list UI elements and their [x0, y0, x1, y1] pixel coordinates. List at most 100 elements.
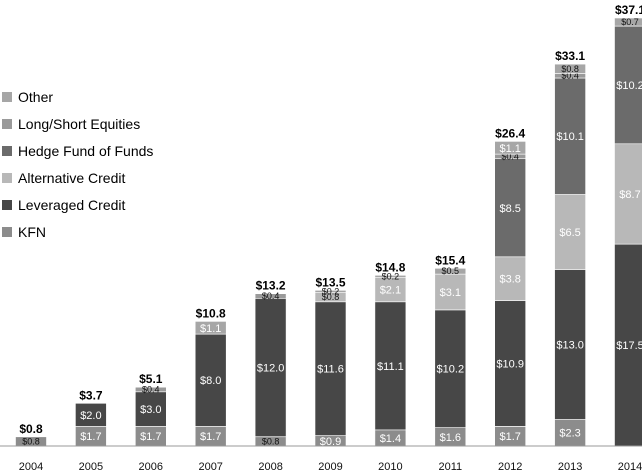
segment-value-label: $0.2 [322, 286, 340, 296]
bar-segment-2010-other [374, 274, 407, 278]
segment-value-label: $10.2 [616, 80, 642, 92]
bar-segment-2010-alternative-credit [374, 277, 407, 303]
x-tick-label: 2006 [139, 461, 163, 473]
x-tick-label: 2008 [258, 461, 282, 473]
bar-segment-2014-hedge-fund-of-funds [614, 25, 642, 145]
bar-total-label: $10.8 [196, 306, 226, 320]
x-axis-ticks: 2004 2005 2006 2007 2008 2009 2010 2011 2012 2013… [19, 461, 642, 473]
segment-value-label: $1.6 [440, 432, 461, 444]
segment-value-label: $8.5 [499, 203, 520, 215]
bar-segment-2010-leveraged-credit [374, 301, 407, 431]
segment-value-label: $3.0 [140, 404, 161, 416]
segment-value-label: $10.9 [496, 359, 524, 371]
legend-label: Long/Short Equities [18, 116, 140, 132]
segment-value-label: $10.1 [556, 131, 584, 143]
legend-label: KFN [18, 224, 46, 240]
bar-segment-2006-long-short-equities [135, 386, 167, 393]
legend-swatch [2, 119, 12, 129]
x-tick-label: 2010 [378, 461, 402, 473]
segment-value-label: $1.7 [499, 431, 520, 443]
segment-value-label: $2.0 [80, 410, 101, 422]
bar-total-label: $13.5 [315, 275, 345, 289]
segment-value-label: $0.7 [621, 17, 639, 27]
bar-segment-2013-other [554, 63, 586, 74]
segment-value-label: $17.5 [616, 340, 642, 352]
segment-value-label: $1.7 [200, 431, 221, 443]
bar-segment-2006-leveraged-credit [135, 391, 167, 427]
segment-value-label: $0.4 [561, 71, 579, 81]
segment-value-label: $0.8 [322, 292, 340, 302]
x-tick-label: 2014 [618, 461, 642, 473]
bar-segment-2009-other [314, 289, 347, 293]
x-tick-label: 2005 [79, 461, 103, 473]
bar-segment-2011-leveraged-credit [434, 309, 467, 428]
bar-segment-2013-alternative-credit [554, 194, 586, 270]
bar-segment-2012-leveraged-credit [494, 300, 527, 427]
x-tick-label: 2009 [318, 461, 342, 473]
bar-segment-2012-other [494, 141, 527, 155]
x-tick-label: 2013 [558, 461, 582, 473]
segment-value-label: $13.0 [556, 340, 584, 352]
bar-segment-2014-other [614, 17, 642, 27]
segment-value-label: $8.0 [200, 375, 221, 387]
bar-segment-2013-hedge-fund-of-funds [554, 77, 586, 195]
legend-swatch [2, 227, 12, 237]
bar-segment-2007-leveraged-credit [194, 333, 227, 427]
bar-segment-2009-leveraged-credit [314, 301, 347, 436]
segment-value-label: $2.1 [380, 285, 401, 297]
segment-value-label: $0.9 [320, 436, 341, 448]
segment-value-label: $12.0 [257, 363, 285, 375]
bar-segment-2011-other [434, 267, 467, 275]
segment-value-label: $0.8 [22, 436, 40, 446]
bar-total-label: $14.8 [375, 260, 405, 274]
segment-value-label: $0.8 [561, 64, 579, 74]
legend-label: Other [18, 89, 53, 105]
segment-value-label: $8.7 [619, 189, 640, 201]
legend-swatch [2, 200, 12, 210]
bar-segment-2007-other [194, 321, 227, 335]
bar-total-label: $5.1 [139, 372, 163, 386]
x-tick-label: 2004 [19, 461, 43, 473]
legend-swatch [2, 146, 12, 156]
segment-value-label: $1.1 [200, 323, 221, 335]
bar-segment-2008-long-short-equities [254, 293, 287, 299]
legend-label: Alternative Credit [18, 170, 125, 186]
bar-total-label: $3.7 [79, 388, 103, 402]
segment-value-label: $0.4 [142, 385, 160, 395]
bar-total-label: $37.1 [615, 3, 642, 17]
x-tick-label: 2012 [498, 461, 522, 473]
segment-value-label: $10.2 [437, 364, 465, 376]
segment-value-label: $1.7 [80, 431, 101, 443]
segment-value-label: $3.8 [499, 274, 520, 286]
segment-value-label: $11.1 [377, 361, 404, 373]
bar-total-label: $13.2 [256, 279, 286, 293]
legend-swatch [2, 173, 12, 183]
chart-bars: $0.8$0.8$1.7$2.0$3.7$1.7$3.0$0.4$5.1$1.7… [15, 3, 642, 448]
segment-value-label: $2.3 [559, 428, 580, 440]
bar-total-label: $0.8 [19, 422, 43, 436]
legend-label: Leveraged Credit [18, 197, 126, 213]
bar-total-label: $15.4 [435, 253, 465, 267]
x-tick-label: 2007 [198, 461, 222, 473]
legend-swatch [2, 92, 12, 102]
segment-value-label: $6.5 [559, 227, 580, 239]
bar-segment-2012-alternative-credit [494, 256, 527, 301]
chart-legend: Other Long/Short Equities Hedge Fund of Fu… [2, 89, 153, 240]
bar-segment-2011-alternative-credit [434, 273, 467, 311]
x-tick-label: 2011 [438, 461, 462, 473]
segment-value-label: $0.4 [501, 151, 519, 161]
segment-value-label: $11.6 [317, 364, 344, 376]
segment-value-label: $1.1 [499, 143, 520, 155]
legend-label: Hedge Fund of Funds [18, 143, 153, 159]
bar-total-label: $33.1 [555, 49, 585, 63]
segment-value-label: $0.8 [262, 436, 280, 446]
segment-value-label: $1.4 [380, 433, 401, 445]
segment-value-label: $0.2 [382, 271, 400, 281]
segment-value-label: $1.7 [140, 431, 161, 443]
bar-segment-2013-kfn [554, 419, 586, 447]
bar-segment-2005-leveraged-credit [75, 402, 107, 427]
bar-total-label: $26.4 [495, 126, 525, 140]
segment-value-label: $0.4 [262, 291, 280, 301]
segment-value-label: $0.5 [442, 266, 460, 276]
